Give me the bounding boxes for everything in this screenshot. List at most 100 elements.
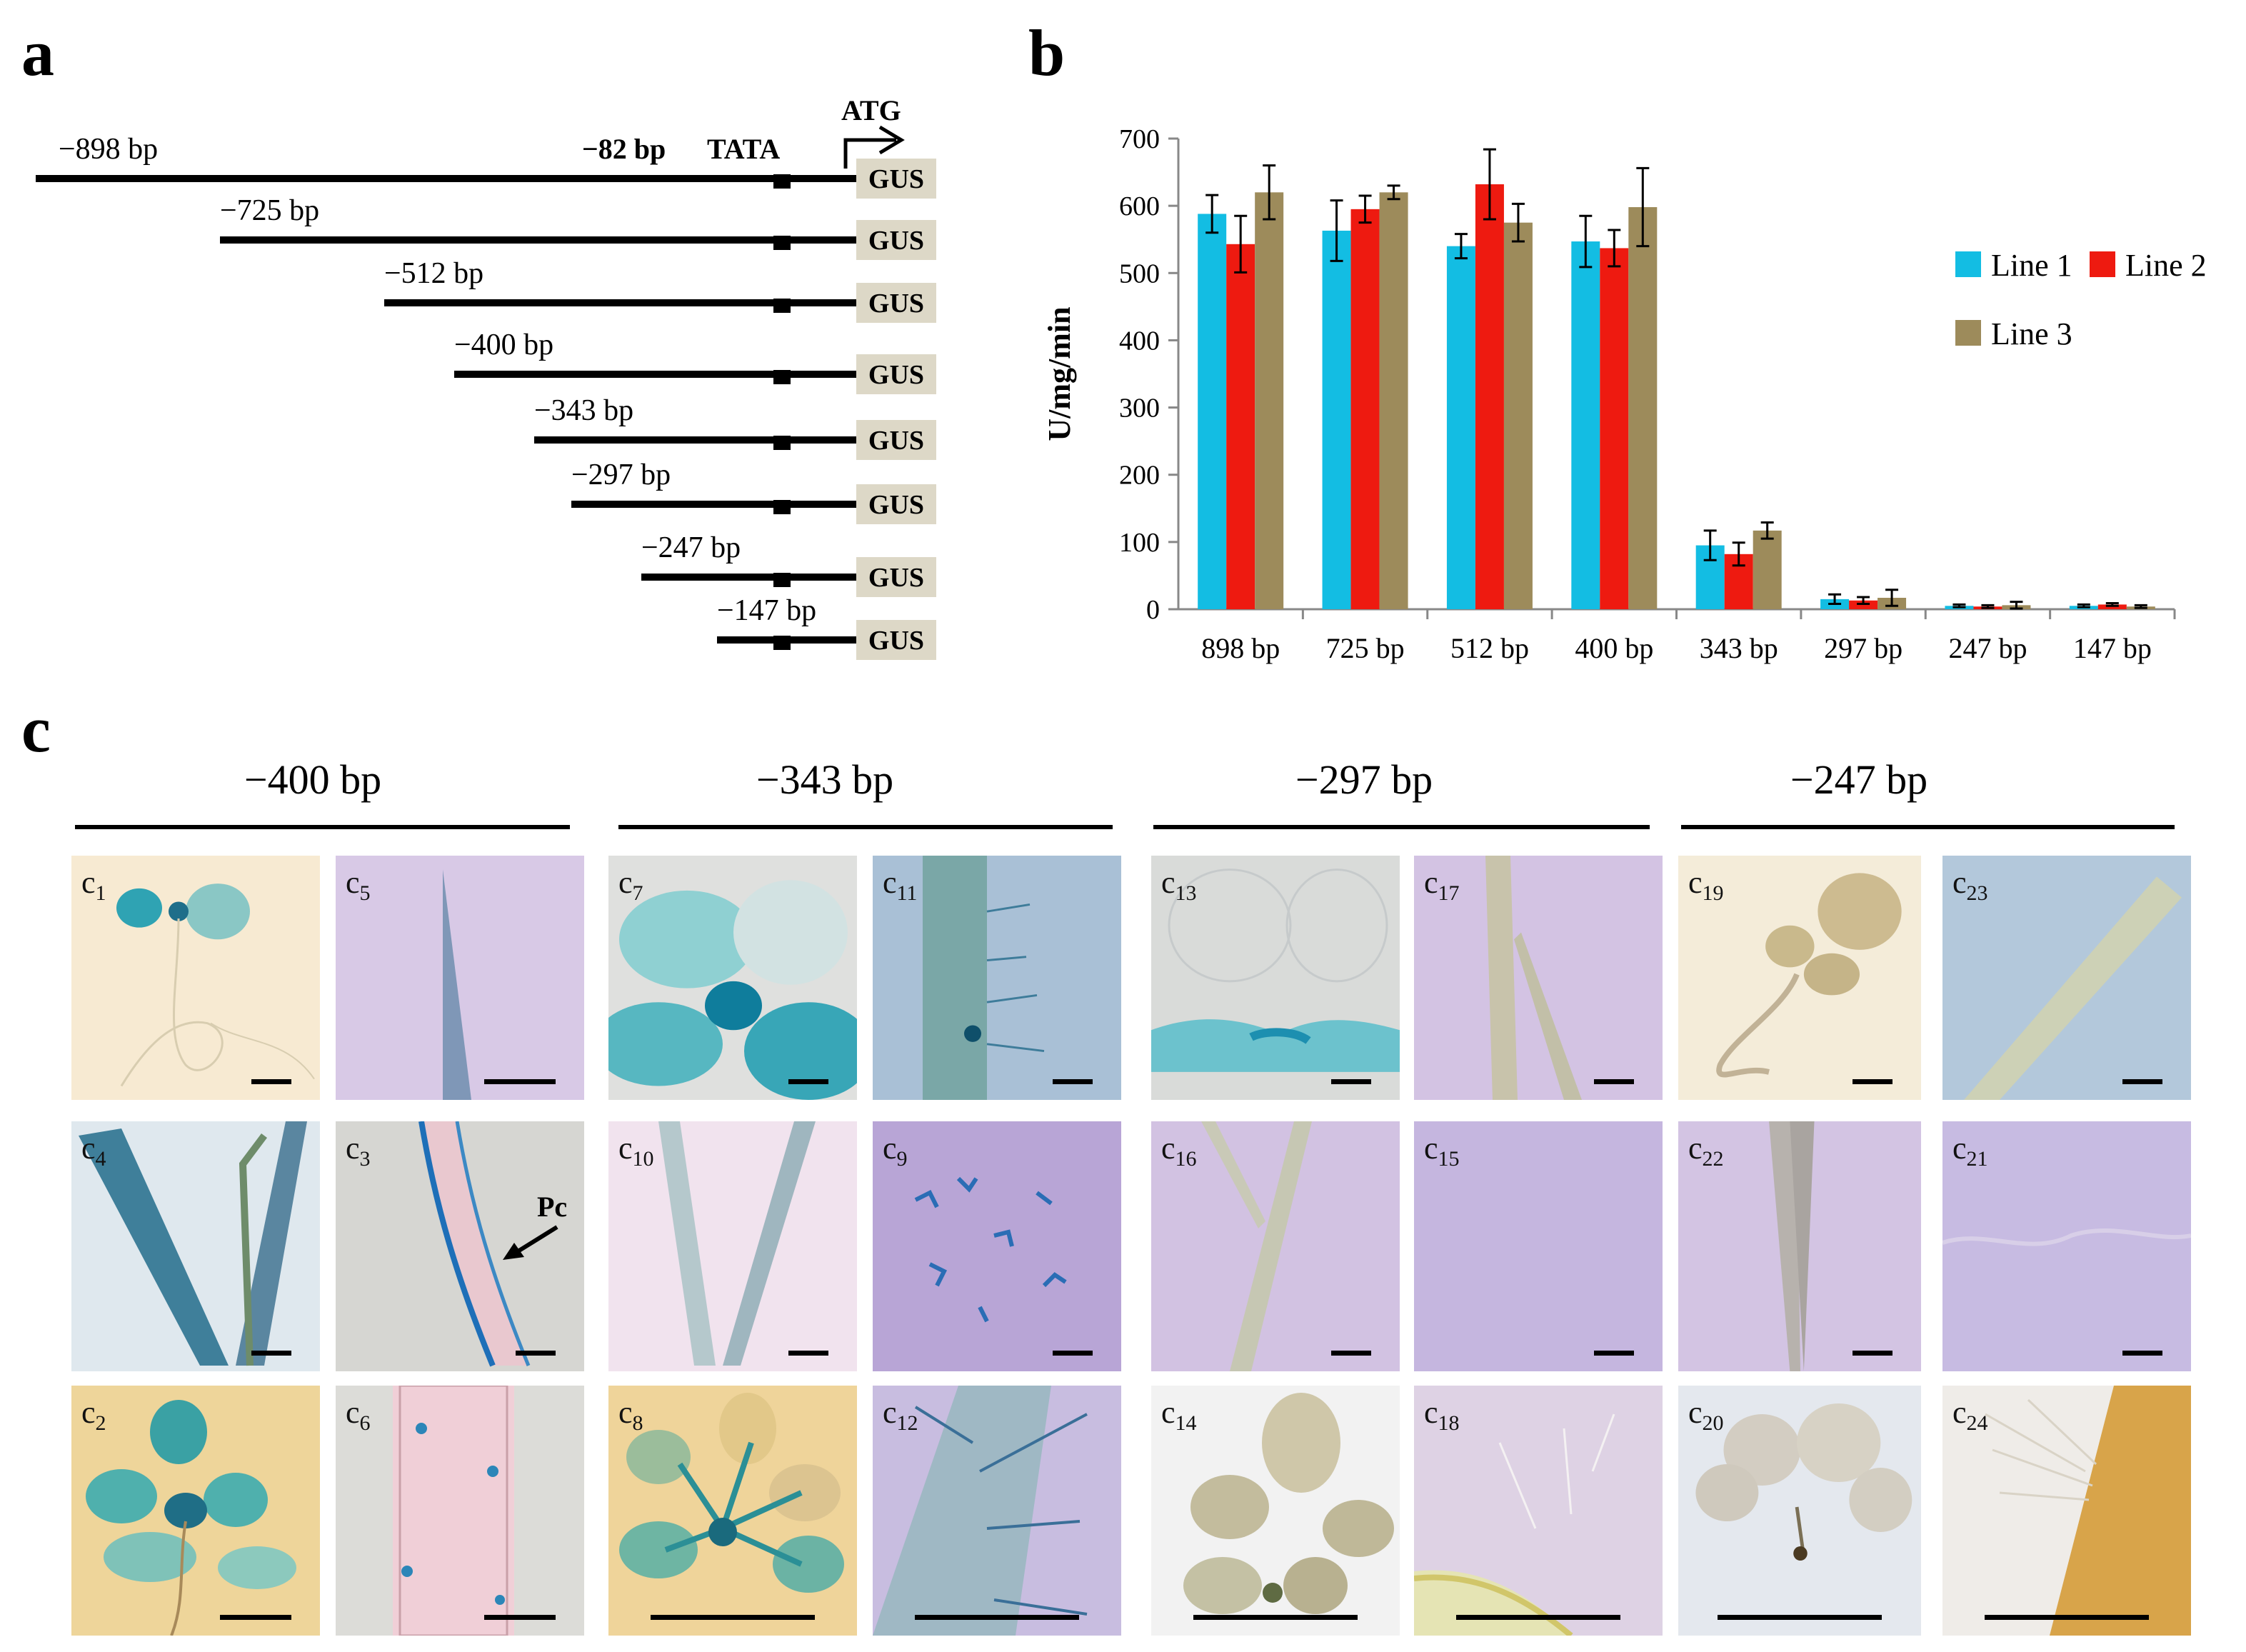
- photo-label: c17: [1424, 864, 1460, 906]
- gus-box: [856, 420, 936, 460]
- pericycle-arrow: [503, 1225, 558, 1260]
- y-tick-label: 500: [1119, 259, 1160, 289]
- scale-bar: [1331, 1079, 1371, 1084]
- photo-specimen: [1985, 1386, 2191, 1636]
- scale-bar: [1456, 1615, 1620, 1620]
- photo-specimen: [1201, 1121, 1312, 1371]
- staining-photo: c6: [336, 1386, 584, 1636]
- photo-specimen: [418, 1121, 531, 1367]
- photo-label-base: c: [81, 865, 96, 900]
- photo-specimen: [1964, 876, 2182, 1100]
- construct-group-title: −400 bp: [244, 756, 382, 803]
- photo-label-subscript: 12: [896, 1411, 918, 1435]
- scale-bar: [1053, 1079, 1093, 1084]
- tata-box: [773, 370, 791, 384]
- photo-specimen: [1485, 856, 1582, 1100]
- scale-bar: [1853, 1079, 1892, 1084]
- photo-label-subscript: 21: [1966, 1146, 1988, 1171]
- photo-specimen: [1942, 1228, 2191, 1246]
- gus-box: [856, 354, 936, 394]
- staining-photo: c23: [1942, 856, 2191, 1100]
- tata-box: [773, 500, 791, 514]
- construct-group-title: −247 bp: [1790, 756, 1928, 803]
- photo-label-subscript: 8: [632, 1411, 643, 1435]
- photo-label: c2: [81, 1394, 106, 1436]
- atg-label: ATG: [841, 94, 901, 126]
- bar-line-3: [1255, 192, 1284, 609]
- staining-photo: c16: [1151, 1121, 1400, 1371]
- construct-length-label: −898 bp: [59, 133, 158, 166]
- photo-label: c21: [1952, 1130, 1988, 1171]
- photo-label: c24: [1952, 1394, 1988, 1436]
- y-tick-label: 300: [1119, 394, 1160, 424]
- scale-bar: [484, 1079, 556, 1084]
- tata-box: [773, 236, 791, 250]
- gus-label: GUS: [868, 490, 924, 520]
- gus-label: GUS: [868, 226, 924, 256]
- tata-box: [773, 573, 791, 587]
- promoter-line: [534, 436, 856, 444]
- legend-label: Line 3: [1991, 316, 2072, 351]
- y-tick-label: 700: [1119, 124, 1160, 154]
- photo-label-subscript: 6: [359, 1411, 371, 1435]
- photo-label-base: c: [618, 865, 633, 900]
- panel-a-letter: a: [21, 16, 54, 89]
- staining-photo: c21: [1942, 1121, 2191, 1371]
- scale-bar: [1331, 1351, 1371, 1356]
- transcription-start-arrow: [843, 138, 896, 169]
- transcription-start-arrowhead: [878, 125, 905, 155]
- gus-box: [856, 484, 936, 524]
- legend-swatch: [1955, 320, 1981, 346]
- tata-box: [773, 174, 791, 189]
- tata-box: [773, 636, 791, 650]
- photo-specimen: [914, 1176, 1067, 1323]
- photo-label-base: c: [1161, 1131, 1175, 1166]
- staining-photo: c20: [1678, 1386, 1921, 1636]
- scale-bar: [220, 1615, 291, 1620]
- staining-photo: c12: [873, 1386, 1121, 1636]
- staining-photo: c13: [1151, 856, 1400, 1100]
- photo-specimen: [393, 1386, 514, 1636]
- photo-label: c10: [618, 1130, 654, 1171]
- bar-line-2: [1226, 244, 1255, 609]
- staining-photo: c3 Pc: [336, 1121, 584, 1371]
- scale-bar: [2122, 1079, 2162, 1084]
- photo-label: c9: [883, 1130, 908, 1171]
- staining-photo: c11: [873, 856, 1121, 1100]
- gus-box: [856, 159, 936, 199]
- panel-b-letter: b: [1028, 16, 1066, 89]
- promoter-deletion-diagram: −898 bp GUS −725 bp GUS −512 bp GUS −400 bp GUS…: [36, 94, 936, 660]
- photo-label-subscript: 13: [1175, 881, 1197, 905]
- photo-label: c18: [1424, 1394, 1460, 1436]
- staining-photo: c4: [71, 1121, 320, 1371]
- photo-label-subscript: 11: [896, 881, 918, 905]
- construct-length-label: −725 bp: [220, 194, 319, 227]
- photo-specimen: [658, 1121, 816, 1366]
- scale-bar: [788, 1079, 828, 1084]
- scale-bar: [484, 1615, 556, 1620]
- x-tick-label: 297 bp: [1824, 632, 1902, 664]
- photo-label-base: c: [1688, 1395, 1703, 1430]
- photo-label-base: c: [81, 1131, 96, 1166]
- construct-group-rule: [618, 825, 1113, 829]
- photo-label: c14: [1161, 1394, 1197, 1436]
- staining-photo: c14: [1151, 1386, 1400, 1636]
- construct-group-title: −343 bp: [756, 756, 894, 803]
- staining-photo: c1: [71, 856, 320, 1100]
- photo-label-subscript: 22: [1702, 1146, 1724, 1171]
- bar-line-2: [1350, 209, 1380, 610]
- scale-bar: [1718, 1615, 1882, 1620]
- photo-label: c1: [81, 864, 106, 906]
- photo-label-base: c: [346, 1131, 360, 1166]
- photo-label-base: c: [618, 1131, 633, 1166]
- photo-label-base: c: [346, 1395, 360, 1430]
- construct-length-label: −400 bp: [454, 329, 553, 361]
- photo-label-base: c: [1424, 1131, 1438, 1166]
- photo-specimen: [79, 1121, 307, 1366]
- gus-box: [856, 620, 936, 660]
- photo-label-base: c: [1424, 865, 1438, 900]
- photo-specimen: [873, 1386, 1088, 1636]
- photo-label-subscript: 4: [95, 1146, 106, 1171]
- photo-label: c7: [618, 864, 643, 906]
- photo-specimen: [1716, 873, 1902, 1078]
